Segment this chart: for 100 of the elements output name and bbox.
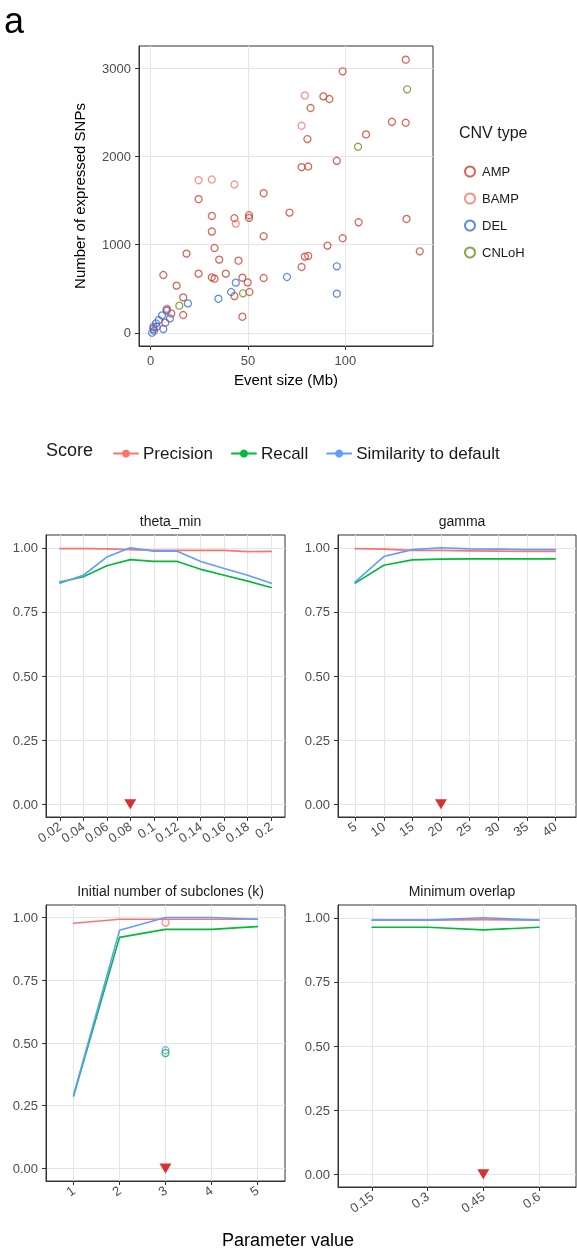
point (207, 273, 216, 282)
y-tick-label: 0.75 (304, 604, 330, 620)
point (159, 324, 168, 334)
line-series (59, 558, 272, 589)
point (159, 270, 168, 280)
y-tick-label: 1.00 (304, 910, 330, 926)
point (183, 299, 193, 308)
y-tick-label: 1.00 (12, 910, 38, 926)
point (323, 241, 332, 250)
legend-label: DEL (482, 218, 508, 233)
point (221, 269, 230, 278)
point (194, 269, 203, 278)
point (238, 312, 247, 321)
point (230, 180, 239, 189)
point (215, 255, 224, 264)
y-tick-label: 0.50 (304, 1038, 330, 1054)
x-tick-label: 0.2 (252, 818, 276, 842)
point (207, 175, 216, 184)
y-tick-label: 1000 (102, 237, 131, 253)
point (154, 315, 163, 325)
y-tick-label: 3000 (102, 60, 131, 76)
legend-label: BAMP (482, 191, 519, 206)
x-axis-title: Event size (Mb) (233, 371, 339, 388)
y-tick-label: 0 (123, 325, 131, 341)
point (332, 262, 341, 271)
point (297, 163, 306, 172)
point (238, 273, 247, 282)
point (210, 243, 219, 253)
y-tick-label: 0.25 (12, 732, 38, 748)
point (194, 176, 203, 185)
line-series (354, 558, 557, 584)
point (244, 211, 254, 220)
point (194, 195, 203, 204)
x-tick-label: 15 (396, 818, 417, 840)
y-tick-label: 0.75 (304, 974, 330, 990)
chart-title: theta_min (139, 513, 202, 529)
x-tick-label: 40 (539, 818, 560, 840)
point (401, 118, 410, 127)
x-tick-label: 100 (334, 353, 357, 368)
text: a (4, 0, 25, 41)
x-tick-label: 50 (240, 353, 256, 368)
point (259, 273, 268, 283)
point (243, 278, 252, 287)
point (234, 256, 243, 265)
point (319, 92, 328, 101)
x-tick-label: 0.45 (458, 1188, 488, 1216)
point (304, 162, 313, 171)
legend-label: CNLoH (482, 245, 525, 260)
point (244, 213, 254, 223)
y-tick-label: 0.75 (12, 972, 38, 988)
legend-label: Similarity to default (356, 444, 501, 463)
point (332, 289, 341, 298)
x-tick-label: 10 (367, 818, 389, 840)
point (175, 301, 184, 310)
y-tick-label: 0.25 (304, 1102, 330, 1118)
point (207, 227, 216, 236)
point (182, 249, 191, 258)
x-tick-label: 25 (453, 818, 474, 840)
x-tick-label: 4 (201, 1182, 216, 1200)
point (161, 318, 170, 327)
legend-title: Score (46, 440, 94, 460)
y-tick-label: 0.50 (12, 668, 38, 684)
point (231, 278, 240, 287)
y-axis-title: Number of expressed SNPs (71, 103, 88, 289)
point (401, 55, 410, 64)
y-tick-label: 0.00 (304, 796, 330, 812)
point (210, 274, 219, 283)
point (226, 287, 236, 297)
legend-label: Precision (143, 444, 213, 463)
point (306, 103, 315, 113)
legend-label: AMP (482, 164, 511, 179)
legend-title: CNV type (459, 123, 528, 141)
point (230, 291, 239, 301)
line-series (59, 547, 272, 584)
y-tick-label: 0.00 (12, 1160, 38, 1176)
point (297, 262, 306, 272)
point (172, 281, 181, 290)
point (300, 91, 310, 100)
chart-title: Minimum overlap (408, 883, 516, 899)
y-tick-label: 0.00 (12, 796, 38, 812)
y-tick-label: 1.00 (304, 540, 330, 556)
point (332, 156, 341, 165)
x-tick-label: 30 (482, 818, 503, 840)
point (338, 67, 347, 76)
x-axis-title: Parameter value (221, 1230, 355, 1250)
x-tick-label: 0.15 (347, 1188, 377, 1216)
point (285, 208, 294, 217)
point (259, 232, 268, 241)
x-tick-label: 35 (510, 818, 532, 840)
point (338, 234, 347, 243)
point (304, 251, 313, 261)
point (157, 311, 167, 320)
y-tick-label: 0.00 (304, 1166, 330, 1182)
x-tick-label: 5 (344, 818, 360, 836)
point (245, 287, 254, 297)
point (300, 252, 310, 261)
point (325, 94, 334, 104)
point (354, 218, 363, 227)
x-tick-label: 0.3 (408, 1188, 433, 1212)
point (238, 289, 248, 298)
